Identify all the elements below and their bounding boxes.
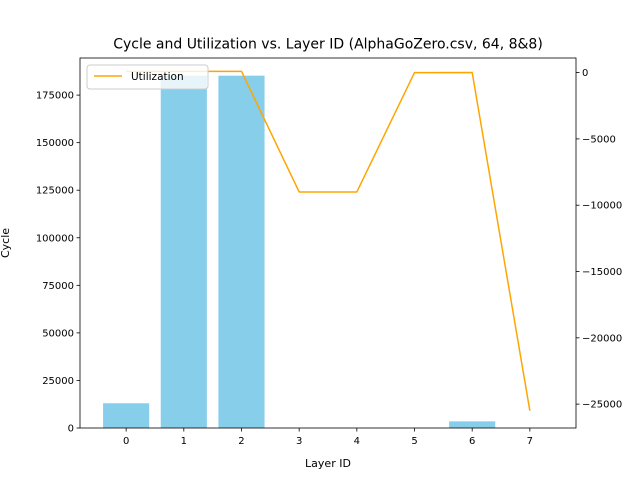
x-tick-label: 4 — [354, 436, 360, 447]
x-tick-label: 3 — [296, 436, 302, 447]
x-tick-label: 5 — [411, 436, 417, 447]
x-tick-label: 7 — [527, 436, 533, 447]
bars-layer — [103, 75, 496, 428]
y-left-tick-label: 100000 — [36, 233, 74, 244]
legend: Utilization — [86, 64, 209, 90]
x-tick-label: 2 — [238, 436, 244, 447]
y-right-tick-label: 0 — [582, 68, 588, 79]
x-tick-label: 1 — [181, 436, 187, 447]
y-right-tick-label: −15000 — [582, 267, 622, 278]
plot-frame — [79, 57, 577, 429]
x-axis: 0 1 2 3 4 5 6 7 — [123, 428, 533, 447]
y-right-tick-label: −20000 — [582, 333, 622, 344]
y-right-tick-label: −5000 — [582, 134, 616, 145]
y-left-tick-label: 150000 — [36, 138, 74, 149]
bar-layer-2 — [218, 75, 265, 428]
x-axis-label: Layer ID — [305, 457, 351, 470]
y-left-tick-label: 25000 — [42, 376, 74, 387]
y-left-tick-label: 50000 — [42, 328, 74, 339]
x-tick-label: 0 — [123, 436, 129, 447]
bar-layer-6 — [449, 421, 496, 428]
bar-layer-0 — [103, 403, 150, 428]
y-axis-right: 0 −5000 −10000 −15000 −20000 −25000 — [576, 68, 622, 411]
y-right-tick-label: −25000 — [582, 400, 622, 411]
y-left-tick-label: 175000 — [36, 91, 74, 102]
bar-layer-1 — [160, 75, 207, 428]
y-axis-label: Cycle — [0, 228, 12, 258]
y-left-tick-label: 75000 — [42, 281, 74, 292]
y-right-tick-label: −10000 — [582, 201, 622, 212]
legend-label-utilization: Utilization — [131, 71, 184, 83]
y-left-tick-label: 0 — [68, 424, 74, 435]
y-axis-left: 0 25000 50000 75000 100000 125000 150000 175000 — [36, 91, 80, 435]
x-tick-label: 6 — [469, 436, 475, 447]
legend-box — [86, 64, 209, 90]
chart-title: Cycle and Utilization vs. Layer ID (Alph… — [113, 37, 543, 53]
y-left-tick-label: 125000 — [36, 186, 74, 197]
